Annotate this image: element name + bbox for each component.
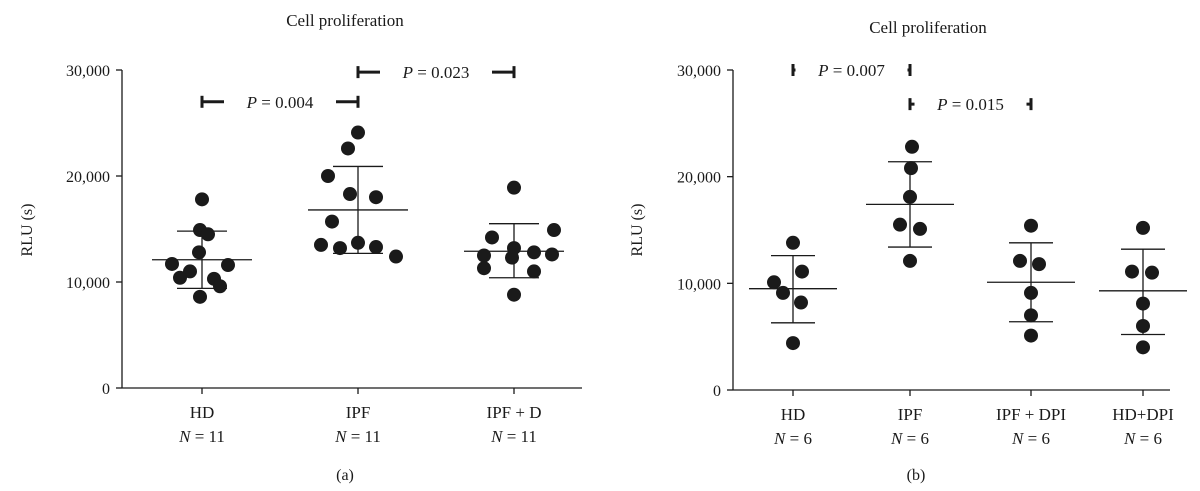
panel-b-data-point: [1136, 340, 1150, 355]
panel-a-data-point: [485, 230, 499, 245]
panel-a-ytick-label: 10,000: [66, 275, 110, 292]
panel-b-data-point: [1136, 296, 1150, 311]
panel-b-ytick-label: 0: [713, 383, 721, 400]
panel-b-ytick-label: 20,000: [677, 170, 721, 187]
panel-a-data-point: [351, 235, 365, 250]
panel-a-data-point: [369, 190, 383, 205]
panel-b-p-value: P = 0.015: [936, 95, 1004, 114]
panel-b-ytick-label: 30,000: [677, 63, 721, 80]
panel-b-label: (b): [907, 467, 926, 484]
panel-a-data-point: [477, 261, 491, 276]
panel-b-n-label: N = 6: [773, 429, 812, 448]
panel-a: Cell proliferation RLU (s) (a) 0 10,000 20…: [19, 11, 582, 484]
panel-b-data-point: [786, 235, 800, 250]
panel-a-category-label: IPF: [346, 403, 371, 422]
panel-a-data-point: [369, 240, 383, 255]
panel-b-data-point: [1024, 285, 1038, 300]
panel-a-title: Cell proliferation: [286, 11, 404, 30]
panel-a-n-label: N = 11: [334, 427, 381, 446]
panel-b-data-point: [794, 295, 808, 310]
panel-a-ytick-label: 20,000: [66, 169, 110, 186]
panel-b-ytick-label: 10,000: [677, 276, 721, 293]
panel-a-data-point: [195, 192, 209, 207]
panel-a-label: (a): [336, 467, 354, 484]
panel-a-data-point: [201, 227, 215, 242]
panel-a-data-point: [505, 250, 519, 265]
panel-b-category-label: HD: [781, 405, 806, 424]
panel-b-title: Cell proliferation: [869, 18, 987, 37]
panel-a-category-label: HD: [190, 403, 215, 422]
panel-b-data-point: [903, 189, 917, 204]
panel-b-data-point: [767, 275, 781, 290]
panel-b-p-value: P = 0.007: [817, 61, 885, 80]
panel-a-data-point: [193, 289, 207, 304]
panel-a-category-label: IPF + D: [487, 403, 542, 422]
panel-b-data-point: [913, 221, 927, 236]
panel-a-data-point: [333, 241, 347, 256]
panel-b-data-point: [1145, 265, 1159, 280]
panel-b-category-label: IPF: [898, 405, 923, 424]
panel-b-data-point: [1032, 257, 1046, 272]
panel-a-data-point: [477, 248, 491, 263]
panel-b-n-label: N = 6: [1123, 429, 1162, 448]
panel-a-data-point: [343, 187, 357, 202]
panel-a-data-point: [351, 125, 365, 140]
panel-a-ytick-label: 30,000: [66, 63, 110, 80]
panel-a-data-point: [507, 287, 521, 302]
panel-b-data-point: [786, 336, 800, 351]
panel-a-data-point: [314, 237, 328, 252]
panel-b-category-label: IPF + DPI: [996, 405, 1066, 424]
panel-b-category-label: HD+DPI: [1112, 405, 1174, 424]
panel-b-data-point: [904, 161, 918, 176]
panel-a-p-value: P = 0.023: [402, 63, 470, 82]
panel-b: Cell proliferation RLU (s) (b) 0 10,000 20…: [629, 18, 1187, 484]
panel-a-n-label: N = 11: [490, 427, 537, 446]
panel-a-data-point: [325, 214, 339, 229]
panel-a-ylabel: RLU (s): [19, 204, 36, 257]
panel-b-data-point: [1136, 220, 1150, 235]
panel-b-n-label: N = 6: [1011, 429, 1050, 448]
panel-a-ytick-label: 0: [102, 381, 110, 398]
panel-b-data-point: [1024, 218, 1038, 233]
panel-a-data-point: [192, 245, 206, 260]
panel-b-n-label: N = 6: [890, 429, 929, 448]
panel-a-data-point: [173, 270, 187, 285]
panel-b-data-point: [1024, 308, 1038, 323]
panel-a-data-point: [341, 141, 355, 156]
panel-b-data-point: [795, 264, 809, 279]
panel-b-data-point: [905, 139, 919, 154]
panel-a-data-point: [545, 247, 559, 262]
panel-b-data-point: [1125, 264, 1139, 279]
panel-a-data-point: [321, 169, 335, 183]
panel-a-data-point: [547, 223, 561, 238]
panel-b-data-point: [1136, 319, 1150, 333]
panel-a-data-point: [221, 258, 235, 273]
panel-a-data-point: [527, 264, 541, 279]
panel-b-data-point: [1024, 328, 1038, 343]
panel-a-data-point: [183, 264, 197, 279]
panel-b-ylabel: RLU (s): [629, 204, 646, 257]
panel-a-data-point: [527, 245, 541, 260]
panel-a-data-point: [213, 279, 227, 294]
panel-b-data-point: [776, 285, 790, 300]
panel-a-data-point: [389, 249, 403, 264]
panel-a-data-point: [165, 256, 179, 271]
panel-b-data-point: [893, 217, 907, 232]
panel-a-data-point: [507, 180, 521, 195]
panel-a-p-value: P = 0.004: [246, 93, 314, 112]
panel-b-data-point: [903, 253, 917, 268]
panel-a-n-label: N = 11: [178, 427, 225, 446]
panel-b-data-point: [1013, 253, 1027, 268]
